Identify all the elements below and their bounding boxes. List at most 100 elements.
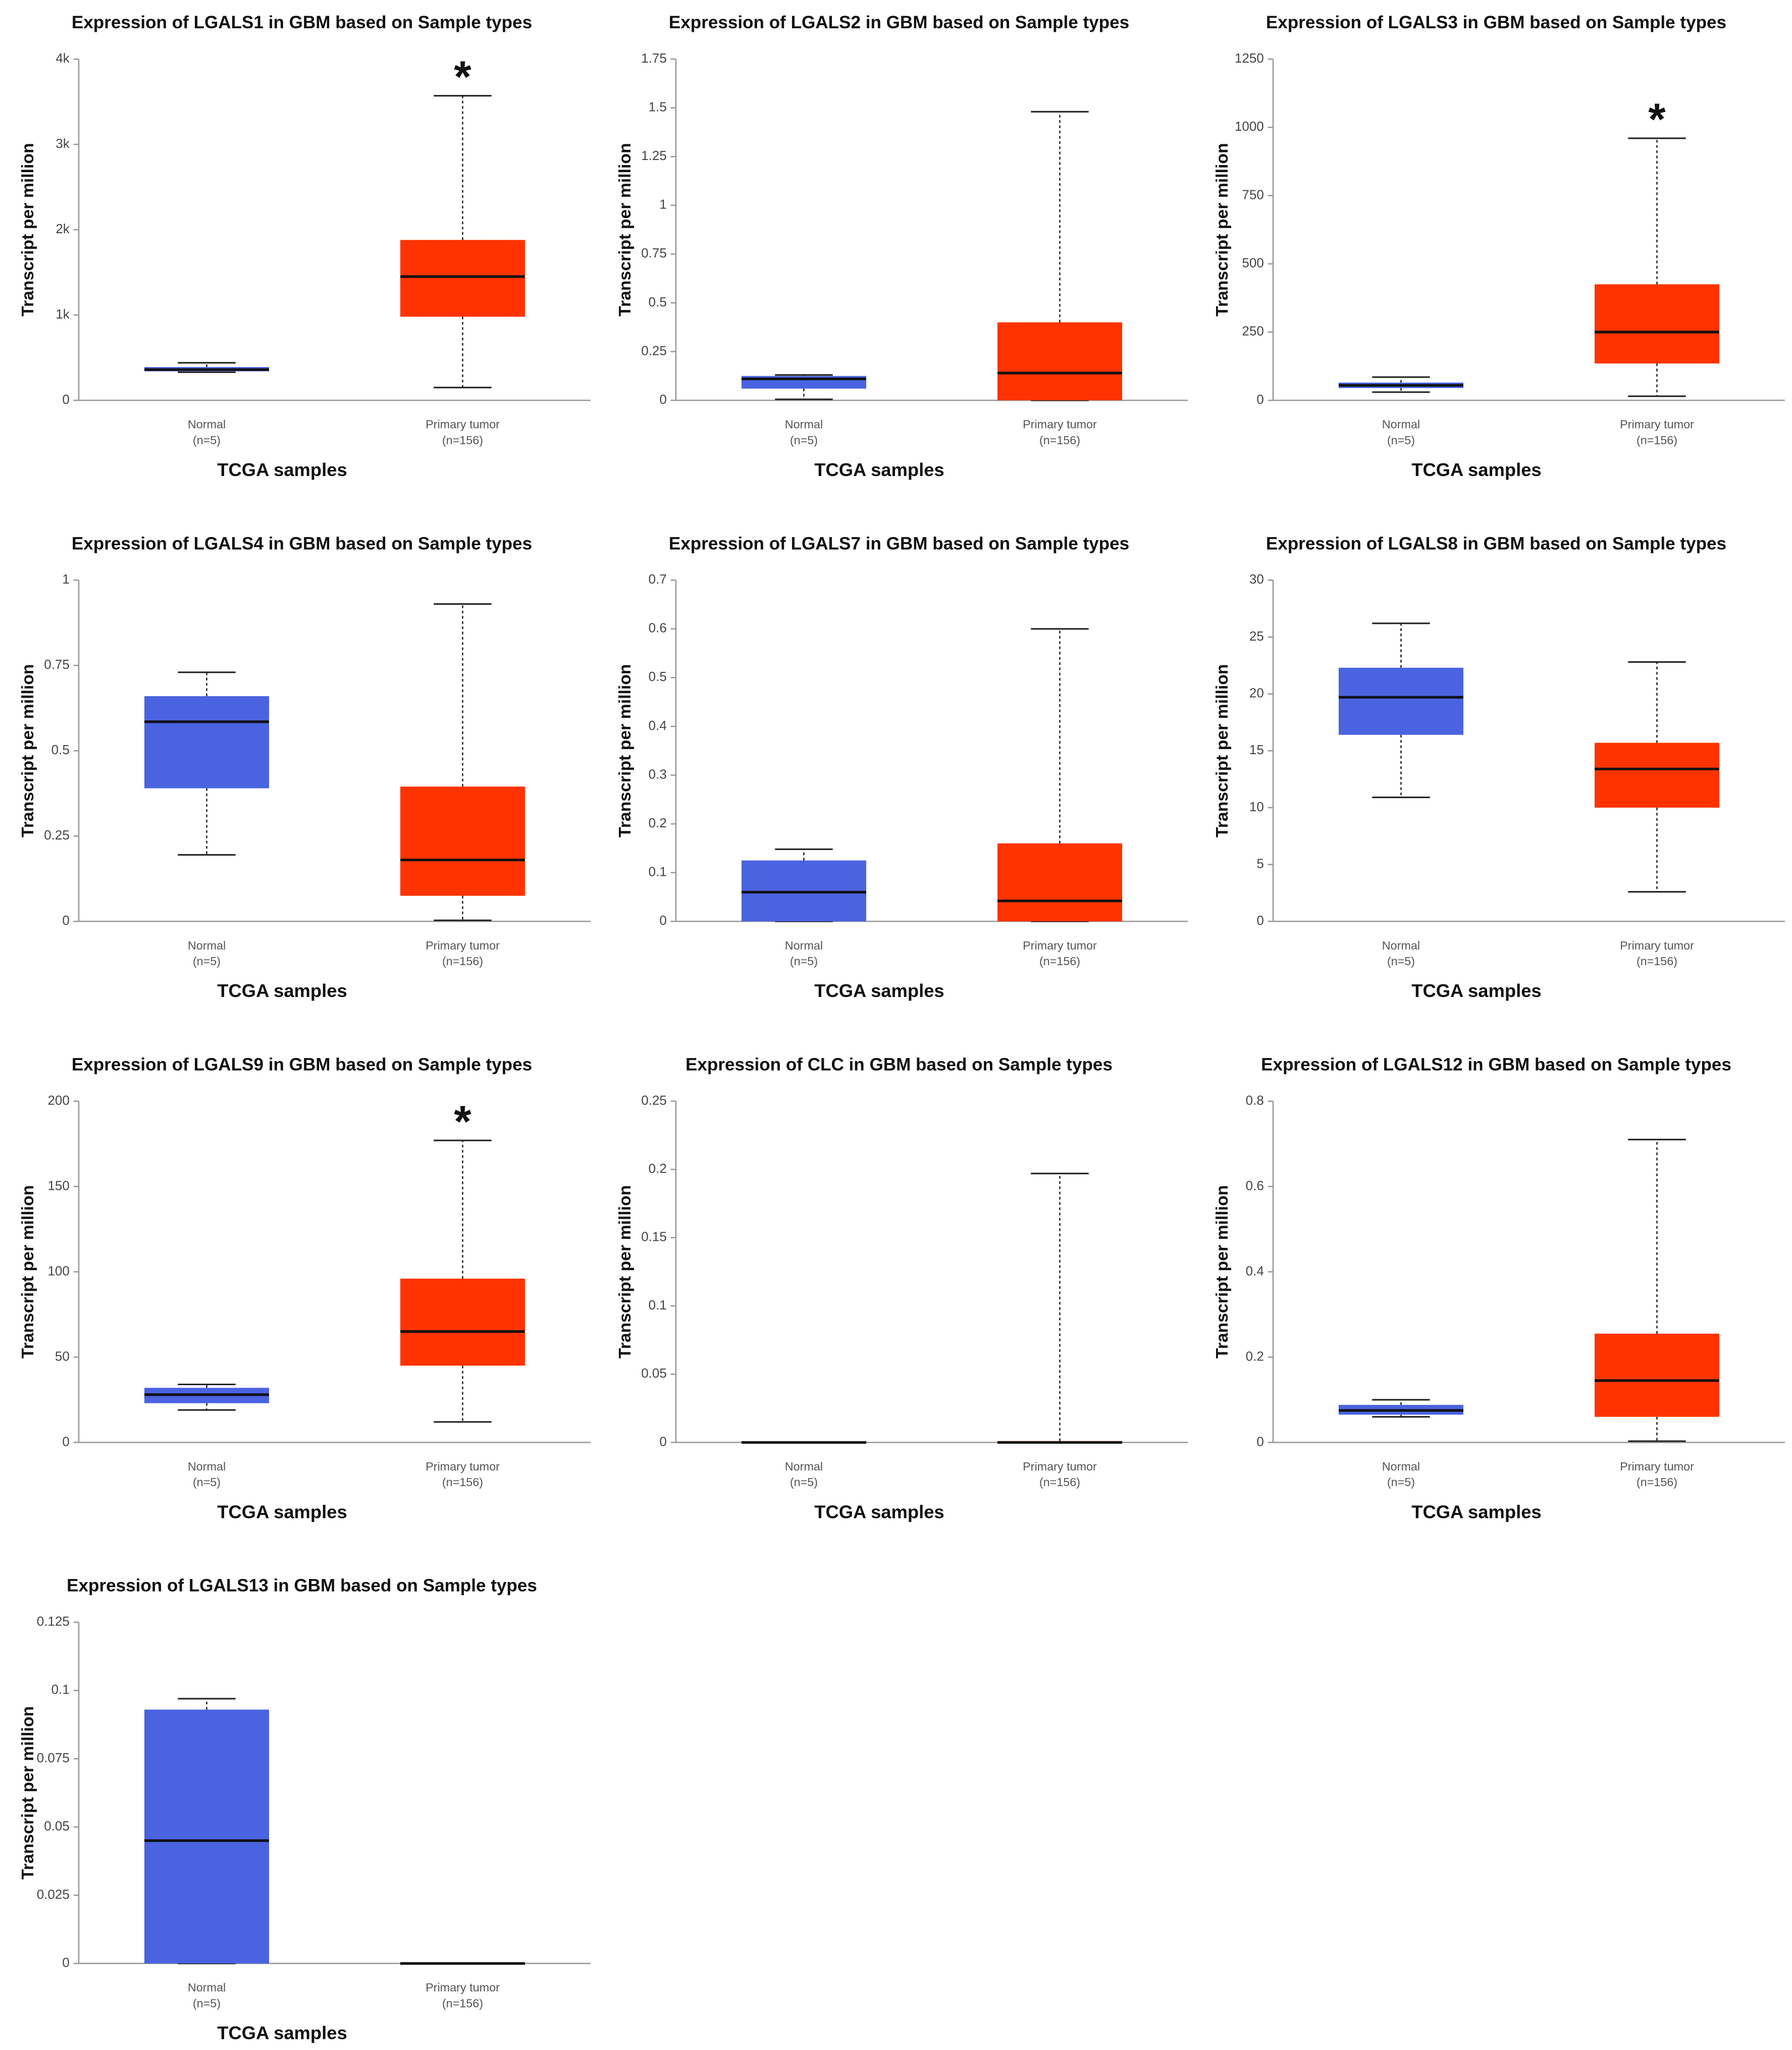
x-tick-note: (n=5) bbox=[790, 1476, 818, 1489]
x-tick-label: Primary tumor bbox=[1620, 939, 1694, 952]
x-tick-label: Primary tumor bbox=[1023, 418, 1097, 431]
y-tick-label: 200 bbox=[47, 1092, 69, 1108]
box bbox=[400, 1278, 525, 1366]
x-tick-label: Primary tumor bbox=[1620, 1460, 1694, 1473]
y-tick-label: 0.025 bbox=[37, 1886, 70, 1902]
significance-mark: * bbox=[454, 1096, 471, 1146]
x-tick-note: (n=156) bbox=[442, 434, 483, 447]
chart-title: Expression of LGALS12 in GBM based on Sa… bbox=[1261, 1055, 1731, 1074]
y-tick-label: 0.8 bbox=[1246, 1092, 1264, 1108]
x-axis-label: TCGA samples bbox=[1411, 980, 1541, 1001]
y-tick-label: 0.5 bbox=[51, 742, 70, 757]
box bbox=[997, 322, 1122, 401]
x-tick-label: Normal bbox=[188, 1981, 226, 1994]
x-tick-label: Normal bbox=[188, 939, 226, 952]
x-tick-label: Normal bbox=[785, 418, 823, 431]
box bbox=[144, 1709, 269, 1964]
panel: Expression of LGALS4 in GBM based on Sam… bbox=[18, 534, 591, 1001]
y-tick-label: 0.25 bbox=[641, 1092, 667, 1108]
chart-title: Expression of LGALS13 in GBM based on Sa… bbox=[67, 1576, 537, 1596]
y-tick-label: 0 bbox=[62, 1434, 69, 1449]
panel: Expression of LGALS1 in GBM based on Sam… bbox=[18, 13, 591, 480]
x-tick-label: Normal bbox=[1382, 418, 1420, 431]
y-tick-label: 0.6 bbox=[1246, 1178, 1264, 1193]
y-axis-label: Transcript per million bbox=[18, 1185, 37, 1359]
y-tick-label: 250 bbox=[1242, 324, 1263, 339]
y-axis-label: Transcript per million bbox=[18, 664, 37, 837]
x-tick-label: Primary tumor bbox=[426, 1981, 500, 1994]
x-axis-label: TCGA samples bbox=[814, 459, 944, 480]
y-axis-label: Transcript per million bbox=[18, 1706, 37, 1880]
y-tick-label: 0.125 bbox=[37, 1613, 70, 1628]
x-tick-label: Normal bbox=[1382, 1460, 1420, 1473]
y-tick-label: 0 bbox=[659, 1434, 666, 1449]
y-tick-label: 1.75 bbox=[641, 50, 667, 66]
y-tick-label: 0 bbox=[659, 392, 666, 407]
y-tick-label: 0.2 bbox=[649, 815, 667, 830]
x-axis-label: TCGA samples bbox=[814, 1501, 944, 1522]
y-tick-label: 1.5 bbox=[649, 99, 667, 114]
panel: Expression of LGALS12 in GBM based on Sa… bbox=[1213, 1055, 1785, 1522]
x-tick-note: (n=156) bbox=[1637, 434, 1677, 447]
y-tick-label: 1.25 bbox=[641, 148, 667, 163]
x-axis-label: TCGA samples bbox=[217, 2023, 347, 2043]
x-tick-note: (n=156) bbox=[1039, 434, 1080, 447]
y-tick-label: 0 bbox=[1256, 392, 1263, 407]
x-tick-label: Normal bbox=[785, 1460, 823, 1473]
y-tick-label: 0.7 bbox=[649, 571, 667, 587]
box bbox=[400, 240, 525, 317]
box bbox=[997, 843, 1122, 922]
x-tick-note: (n=5) bbox=[1387, 434, 1415, 447]
x-tick-note: (n=156) bbox=[442, 1996, 483, 2010]
y-tick-label: 0.05 bbox=[641, 1365, 667, 1381]
x-tick-note: (n=5) bbox=[790, 955, 818, 968]
x-axis-label: TCGA samples bbox=[1411, 459, 1541, 480]
y-tick-label: 1 bbox=[62, 571, 69, 587]
y-tick-label: 0.075 bbox=[37, 1750, 70, 1765]
y-tick-label: 0.75 bbox=[44, 657, 70, 672]
y-tick-label: 50 bbox=[55, 1348, 70, 1363]
x-tick-note: (n=156) bbox=[442, 955, 483, 968]
y-tick-label: 0.6 bbox=[649, 620, 667, 636]
panel: Expression of LGALS2 in GBM based on Sam… bbox=[615, 13, 1188, 480]
x-axis-label: TCGA samples bbox=[217, 980, 347, 1001]
y-tick-label: 0.3 bbox=[649, 766, 667, 781]
y-tick-label: 0.5 bbox=[649, 669, 667, 684]
chart-title: Expression of LGALS4 in GBM based on Sam… bbox=[72, 534, 532, 553]
panel: Expression of LGALS13 in GBM based on Sa… bbox=[18, 1576, 591, 2043]
significance-mark: * bbox=[454, 51, 471, 101]
y-tick-label: 0 bbox=[659, 913, 666, 928]
y-tick-label: 150 bbox=[47, 1178, 69, 1193]
x-tick-label: Primary tumor bbox=[426, 1460, 500, 1473]
chart-title: Expression of LGALS7 in GBM based on Sam… bbox=[669, 534, 1129, 553]
panel: Expression of LGALS8 in GBM based on Sam… bbox=[1213, 534, 1785, 1001]
y-tick-label: 0.1 bbox=[649, 864, 667, 879]
y-tick-label: 10 bbox=[1249, 799, 1264, 814]
x-axis-label: TCGA samples bbox=[217, 459, 347, 480]
box bbox=[1594, 1333, 1719, 1417]
y-tick-label: 750 bbox=[1242, 187, 1263, 202]
x-tick-label: Normal bbox=[785, 939, 823, 952]
y-tick-label: 5 bbox=[1256, 856, 1263, 871]
panel: Expression of LGALS9 in GBM based on Sam… bbox=[18, 1055, 591, 1522]
x-tick-note: (n=5) bbox=[193, 434, 221, 447]
x-tick-note: (n=156) bbox=[442, 1476, 483, 1489]
box bbox=[1594, 743, 1719, 808]
y-axis-label: Transcript per million bbox=[1213, 1185, 1232, 1359]
y-axis-label: Transcript per million bbox=[615, 143, 635, 317]
x-tick-note: (n=5) bbox=[193, 1996, 221, 2010]
x-tick-note: (n=5) bbox=[1387, 1476, 1415, 1489]
y-tick-label: 0 bbox=[62, 913, 69, 928]
y-tick-label: 100 bbox=[47, 1263, 69, 1278]
y-tick-label: 0.1 bbox=[649, 1297, 667, 1312]
panel: Expression of CLC in GBM based on Sample… bbox=[615, 1055, 1188, 1522]
y-tick-label: 25 bbox=[1249, 628, 1264, 644]
x-tick-note: (n=5) bbox=[790, 434, 818, 447]
y-tick-label: 0.75 bbox=[641, 245, 667, 260]
x-tick-label: Primary tumor bbox=[1023, 939, 1097, 952]
y-tick-label: 0.2 bbox=[649, 1161, 667, 1176]
significance-mark: * bbox=[1648, 94, 1666, 144]
chart-title: Expression of CLC in GBM based on Sample… bbox=[686, 1055, 1113, 1074]
